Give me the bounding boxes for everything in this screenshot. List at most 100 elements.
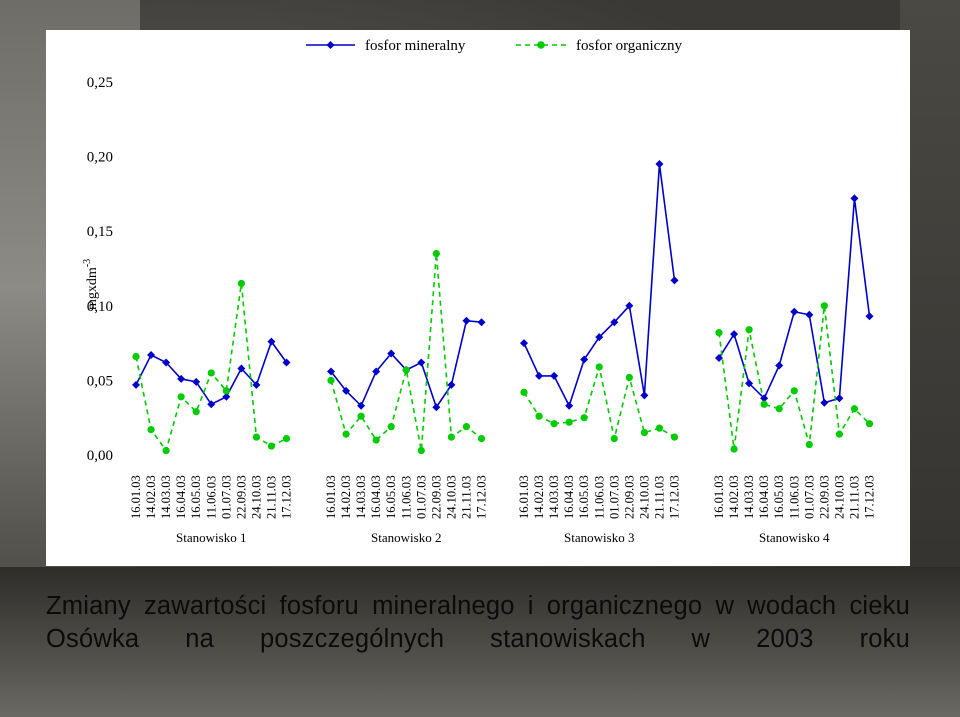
data-point-mineral (835, 394, 844, 403)
legend-label-organic: fosfor organiczny (576, 38, 682, 54)
background-water (0, 567, 960, 717)
data-point-organic (835, 430, 844, 438)
data-point-mineral (417, 358, 426, 367)
legend-marker-mineral (326, 41, 335, 49)
data-point-organic (252, 433, 260, 441)
data-point-mineral (610, 318, 619, 327)
data-point-mineral (730, 330, 739, 339)
x-tick-label: 17.12.03 (475, 475, 489, 519)
x-tick-label: 17.12.03 (280, 475, 294, 519)
data-point-organic (477, 434, 486, 443)
x-tick-label: 16.05.03 (577, 475, 591, 519)
chart-panel (46, 30, 910, 566)
data-point-organic (850, 405, 859, 413)
x-tick-label: 16.01.03 (129, 475, 143, 519)
data-point-mineral (462, 316, 471, 325)
y-tick-label: 0,15 (87, 224, 113, 240)
data-point-organic (372, 436, 380, 444)
x-tick-label: 01.07.03 (607, 475, 621, 519)
x-tick-label: 16.04.03 (562, 475, 576, 519)
data-point-mineral (162, 358, 171, 367)
data-point-organic (177, 393, 185, 401)
station-labels: Stanowisko 1 Stanowisko 2 Stanowisko 3 Stan… (176, 530, 830, 545)
data-point-organic (805, 440, 813, 449)
data-point-organic (775, 405, 783, 413)
series-line-organic (523, 366, 675, 439)
series-markers (132, 160, 874, 455)
x-tick-label: 16.04.03 (369, 475, 383, 519)
x-tick-label: 14.02.03 (727, 475, 741, 519)
data-point-mineral (192, 377, 201, 386)
data-point-organic (760, 400, 768, 408)
data-point-mineral (655, 160, 664, 169)
x-tick-label: 24.10.03 (249, 475, 263, 519)
x-tick-label: 11.06.03 (399, 476, 413, 519)
data-point-organic (625, 373, 633, 382)
data-point-organic (282, 434, 291, 443)
data-point-organic (520, 388, 528, 396)
x-tick-label: 22.09.03 (429, 475, 443, 519)
data-point-organic (327, 376, 335, 384)
x-tick-label: 11.06.03 (204, 476, 218, 519)
series-line-mineral (330, 319, 482, 410)
data-point-organic (447, 433, 455, 441)
station-label: Stanowisko 1 (176, 530, 246, 545)
x-tick-label: 16.04.03 (757, 475, 771, 519)
x-tick-label: 16.05.03 (384, 475, 398, 519)
data-point-mineral (565, 401, 574, 410)
data-point-mineral (447, 380, 456, 389)
x-tick-label: 22.09.03 (234, 475, 248, 519)
data-point-mineral (477, 318, 486, 327)
data-point-organic (237, 279, 245, 288)
data-point-organic (535, 412, 543, 420)
x-tick-label: 14.03.03 (547, 475, 561, 519)
data-point-mineral (865, 312, 874, 321)
data-point-mineral (147, 351, 156, 360)
data-point-organic (550, 420, 558, 428)
x-tick-label: 21.11.03 (652, 476, 666, 519)
data-point-mineral (372, 367, 381, 376)
x-tick-label: 14.02.03 (532, 475, 546, 519)
data-point-mineral (252, 380, 261, 389)
data-point-organic (417, 446, 425, 455)
slide-caption: Zmiany zawartości fosforu mineralnego i … (46, 592, 910, 653)
series-line-organic (718, 305, 871, 450)
data-point-mineral (760, 394, 769, 403)
data-point-organic (610, 434, 618, 443)
x-tick-label: 11.06.03 (592, 476, 606, 519)
x-tick-label: 11.06.03 (787, 476, 801, 519)
x-tick-label: 16.01.03 (517, 475, 531, 519)
data-point-organic (267, 442, 276, 450)
data-point-organic (730, 445, 738, 453)
data-point-mineral (520, 339, 528, 348)
data-point-mineral (670, 276, 679, 285)
data-point-organic (655, 424, 664, 432)
y-tick-label: 0,25 (87, 75, 113, 91)
y-tick-label: 0,05 (87, 373, 113, 389)
series-lines (135, 163, 871, 453)
data-point-organic (865, 420, 874, 428)
x-tick-label: 01.07.03 (414, 475, 428, 519)
data-point-mineral (820, 398, 829, 407)
data-point-mineral (595, 333, 604, 342)
legend: fosfor mineralny fosfor organiczny (306, 38, 682, 54)
data-point-mineral (580, 355, 589, 364)
x-tick-label: 14.02.03 (339, 475, 353, 519)
data-point-mineral (177, 374, 186, 383)
data-point-mineral (237, 364, 246, 373)
x-tick-label: 24.10.03 (637, 475, 651, 519)
data-point-organic (565, 418, 573, 426)
data-point-organic (207, 369, 215, 377)
data-point-organic (595, 363, 603, 371)
data-point-organic (192, 408, 200, 416)
data-point-organic (462, 423, 471, 431)
data-point-organic (715, 329, 723, 337)
station-label: Stanowisko 2 (371, 530, 441, 545)
data-point-mineral (775, 361, 784, 370)
y-tick-label: 0,10 (87, 299, 113, 315)
x-tick-label: 14.02.03 (144, 475, 158, 519)
data-point-mineral (625, 301, 634, 310)
x-tick-label: 16.01.03 (712, 475, 726, 519)
data-point-mineral (387, 349, 396, 358)
